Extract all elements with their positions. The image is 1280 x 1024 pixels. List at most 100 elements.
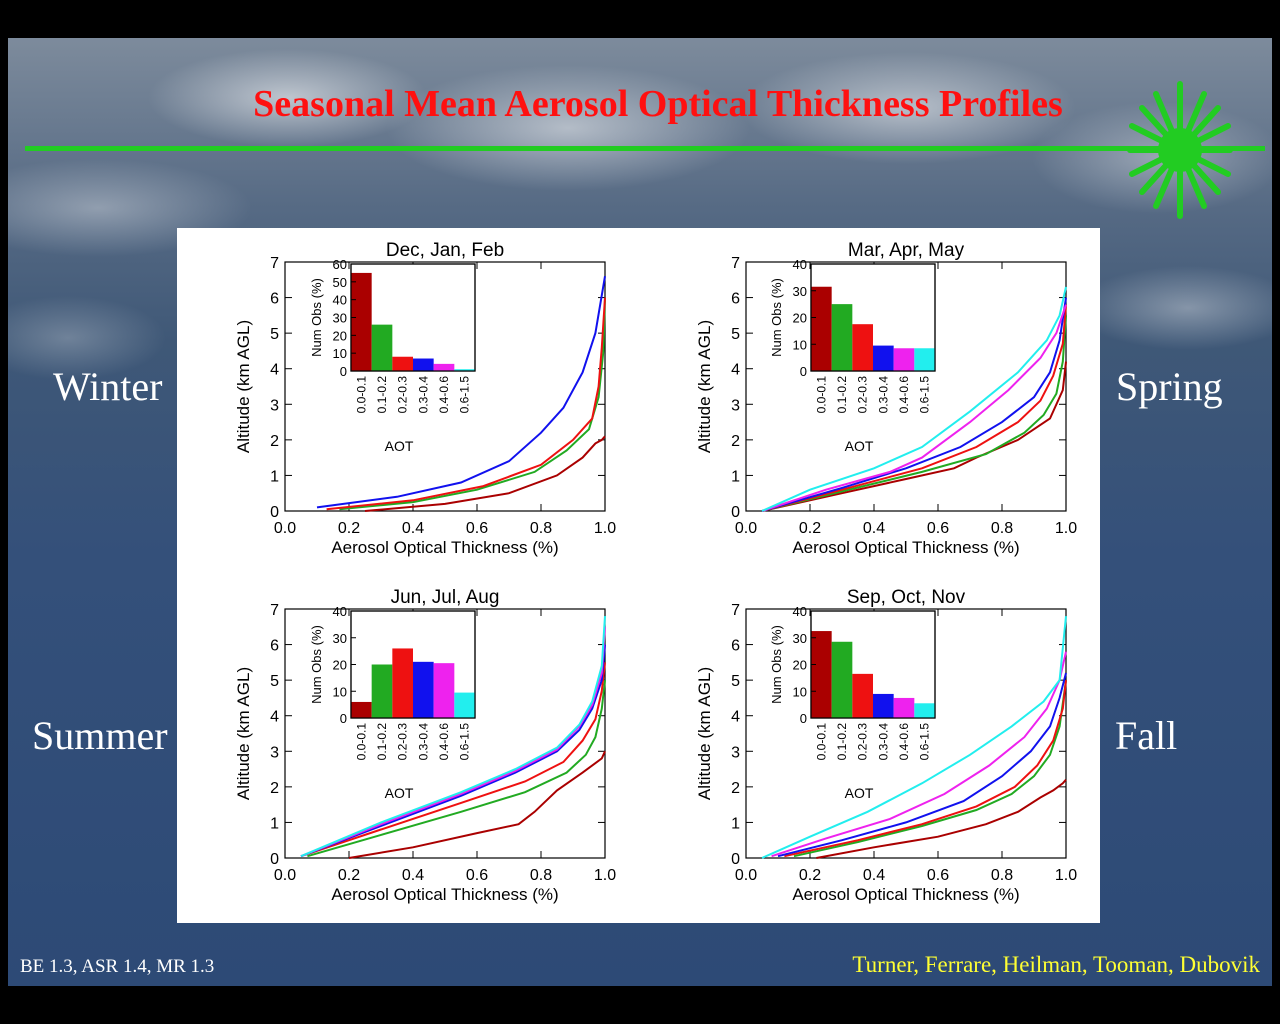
inset-x-tick-label: 0.0-0.1 (814, 723, 828, 761)
inset-y-tick-label: 30 (333, 631, 347, 646)
x-tick-label: 0.2 (338, 520, 360, 537)
inset-y-tick-label: 0 (340, 711, 347, 726)
chart-title: Dec, Jan, Feb (386, 240, 504, 261)
inset-bar (413, 358, 434, 371)
inset-y-tick-label: 0 (340, 364, 347, 379)
x-tick-label: 0.2 (799, 867, 821, 884)
inset-bar (351, 701, 372, 718)
inset-y-axis-label: Num Obs (%) (309, 625, 324, 704)
inset-bar (371, 324, 393, 371)
inset-y-tick-label: 0 (800, 711, 807, 726)
plot-frame (745, 261, 1067, 512)
inset-bar (852, 673, 873, 718)
inset-bar (454, 369, 475, 371)
y-tick-label: 1 (731, 468, 740, 485)
y-axis-label: Altitude (km AGL) (695, 667, 714, 800)
inset-y-axis-label: Num Obs (%) (309, 278, 324, 357)
y-tick-label: 5 (270, 326, 279, 343)
inset-y-tick-label: 10 (793, 337, 807, 352)
x-tick-label: 0.6 (466, 520, 488, 537)
inset-x-tick-label: 0.1-0.2 (375, 723, 389, 761)
inset-bar (413, 661, 434, 718)
y-tick-label: 5 (270, 673, 279, 690)
inset-x-tick-label: 0.4-0.6 (897, 376, 911, 414)
inset-bar (454, 692, 475, 718)
series-line-4 (761, 304, 1067, 512)
inset-y-tick-label: 20 (333, 658, 347, 673)
series-line-0 (348, 750, 606, 859)
plot-frame (745, 608, 1067, 859)
inset-y-tick-label: 40 (793, 604, 807, 619)
inset-x-axis-label: AOT (385, 438, 414, 454)
inset-bar (351, 272, 372, 371)
y-tick-label: 4 (270, 362, 279, 379)
inset-bar (392, 356, 413, 371)
series-line-5 (761, 286, 1067, 512)
series-line-5 (300, 616, 606, 858)
x-tick-label: 0.6 (466, 867, 488, 884)
chart-title: Mar, Apr, May (848, 240, 965, 261)
inset-bar (433, 363, 455, 371)
y-tick-label: 6 (270, 291, 279, 308)
plot-frame (284, 608, 606, 859)
x-tick-label: 0.4 (402, 867, 424, 884)
slide-background: Seasonal Mean Aerosol Optical Thickness … (8, 38, 1272, 986)
slide-title: Seasonal Mean Aerosol Optical Thickness … (253, 83, 1063, 125)
x-axis-label: Aerosol Optical Thickness (%) (792, 885, 1019, 904)
inset-y-axis-label: Num Obs (%) (769, 625, 784, 704)
series-line-1 (307, 679, 606, 858)
charts-svg: Dec, Jan, Feb 0.0 0.2 0.4 0.6 0.8 1.0 0 1 2 3 4 5 6 7 A… (234, 240, 1077, 904)
series-line-3 (777, 672, 1067, 858)
x-tick-label: 1.0 (594, 867, 616, 884)
inset-x-tick-label: 0.2-0.3 (396, 376, 410, 414)
series-line-4 (300, 626, 606, 858)
y-tick-label: 5 (731, 326, 740, 343)
x-tick-label: 0.4 (863, 520, 885, 537)
series-line-0 (761, 361, 1067, 512)
inset-x-tick-label: 0.1-0.2 (835, 376, 849, 414)
inset-x-tick-label: 0.2-0.3 (396, 723, 410, 761)
x-tick-label: 0.8 (991, 867, 1013, 884)
x-axis-label: Aerosol Optical Thickness (%) (331, 885, 558, 904)
chart-title: Sep, Oct, Nov (847, 587, 966, 608)
inset-bar (831, 304, 853, 371)
x-tick-label: 0.0 (735, 520, 757, 537)
series-line-3 (761, 297, 1067, 512)
inset-x-axis-label: AOT (845, 438, 874, 454)
inset-y-tick-label: 10 (333, 684, 347, 699)
season-label-summer: Summer (32, 713, 168, 758)
inset-bar (852, 324, 873, 371)
inset-y-tick-label: 20 (793, 658, 807, 673)
series-line-1 (339, 297, 606, 511)
inset-bar (811, 631, 832, 718)
inset-x-tick-label: 0.4-0.6 (437, 723, 451, 761)
inset-y-tick-label: 10 (793, 684, 807, 699)
y-tick-label: 7 (270, 602, 279, 619)
y-tick-label: 3 (731, 397, 740, 414)
y-tick-label: 3 (270, 397, 279, 414)
x-tick-label: 0.8 (530, 520, 552, 537)
x-tick-label: 0.2 (338, 867, 360, 884)
series-line-0 (364, 435, 606, 512)
y-tick-label: 0 (270, 504, 279, 521)
y-tick-label: 4 (731, 709, 740, 726)
chart-title: Jun, Jul, Aug (391, 587, 500, 608)
footer-left-text: BE 1.3, ASR 1.4, MR 1.3 (20, 956, 215, 977)
y-tick-label: 6 (731, 638, 740, 655)
x-tick-label: 0.4 (402, 520, 424, 537)
series-line-2 (326, 297, 606, 511)
inset-x-tick-label: 0.6-1.5 (918, 723, 932, 761)
inset-x-tick-label: 0.3-0.4 (876, 376, 890, 414)
y-tick-label: 1 (731, 815, 740, 832)
chart-panel: Dec, Jan, Feb 0.0 0.2 0.4 0.6 0.8 1.0 0 1 2 3 4 5 6 7 A… (177, 228, 1100, 923)
inset-bar (893, 348, 915, 371)
x-tick-label: 0.0 (735, 867, 757, 884)
y-tick-label: 7 (270, 255, 279, 272)
series-line-5 (761, 616, 1067, 859)
chart-0: Dec, Jan, Feb 0.0 0.2 0.4 0.6 0.8 1.0 0 1 2 3 4 5 6 7 A… (234, 240, 616, 557)
series-line-3 (316, 276, 606, 509)
series-line-2 (761, 304, 1067, 512)
series-line-1 (761, 315, 1067, 512)
inset-y-tick-label: 40 (793, 257, 807, 272)
x-axis-label: Aerosol Optical Thickness (%) (792, 538, 1019, 557)
